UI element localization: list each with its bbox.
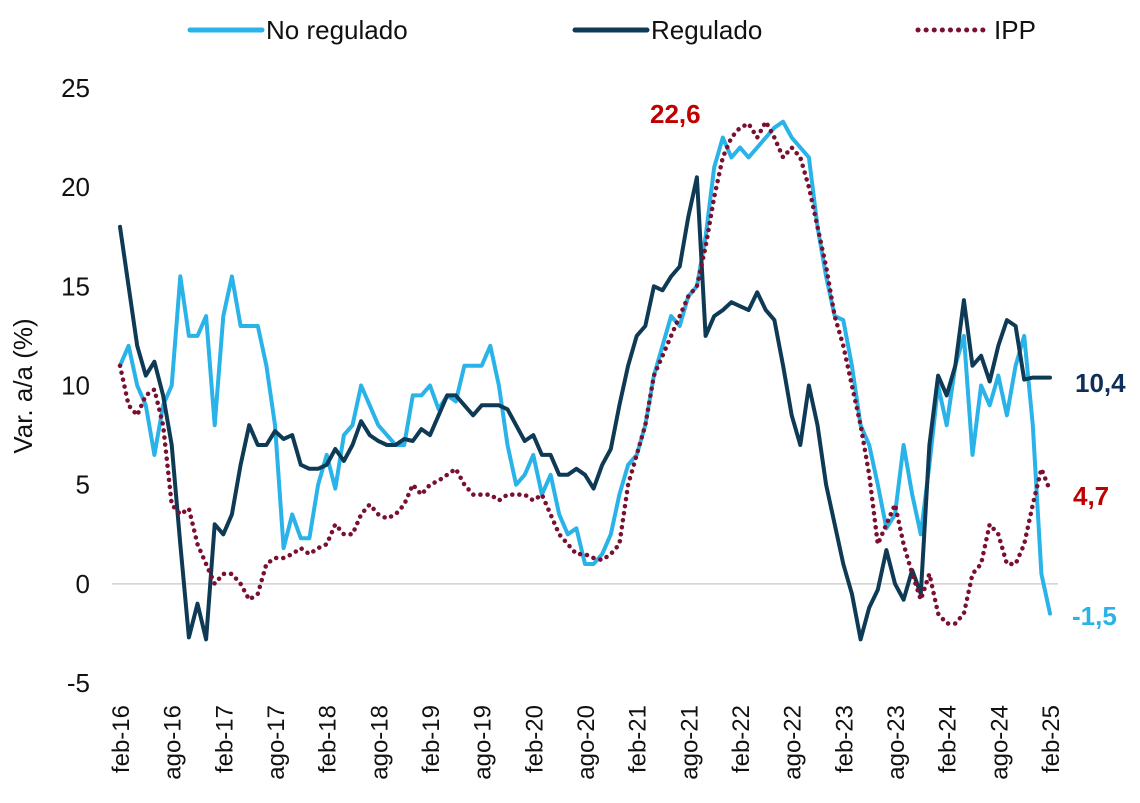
y-tick-label: 25 — [61, 73, 90, 103]
y-tick-label: 20 — [61, 172, 90, 202]
x-tick-label: ago-16 — [160, 705, 187, 780]
legend-label: No regulado — [266, 15, 408, 45]
annotation: 4,7 — [1073, 481, 1109, 511]
y-tick-label: -5 — [67, 668, 90, 698]
legend-label: Regulado — [651, 15, 762, 45]
annotation: -1,5 — [1072, 601, 1117, 631]
y-tick-label: 0 — [76, 569, 90, 599]
x-tick-label: ago-19 — [470, 705, 497, 780]
series-line — [117, 119, 1053, 626]
y-tick-label: 15 — [61, 271, 90, 301]
x-tick-label: feb-20 — [521, 705, 548, 773]
x-tick-label: feb-19 — [418, 705, 445, 773]
x-tick-label: feb-16 — [108, 705, 135, 773]
legend-label: IPP — [994, 15, 1036, 45]
series-line — [118, 119, 1052, 616]
x-tick-label: feb-21 — [625, 705, 652, 773]
x-tick-label: feb-18 — [315, 705, 342, 773]
y-tick-label: 5 — [76, 470, 90, 500]
x-tick-label: feb-22 — [728, 705, 755, 773]
x-tick-label: feb-17 — [211, 705, 238, 773]
x-tick-label: ago-20 — [573, 705, 600, 780]
annotation: 10,4 — [1075, 368, 1126, 398]
x-tick-label: feb-24 — [935, 705, 962, 773]
y-axis-label: Var. a/a (%) — [8, 318, 38, 453]
series-line — [118, 175, 1052, 642]
annotation: 22,6 — [650, 99, 701, 129]
x-tick-label: feb-25 — [1038, 705, 1065, 773]
x-tick-label: ago-18 — [366, 705, 393, 780]
x-tick-label: ago-22 — [780, 705, 807, 780]
y-tick-label: 10 — [61, 371, 90, 401]
x-tick-label: feb-23 — [831, 705, 858, 773]
x-tick-label: ago-24 — [986, 705, 1013, 780]
x-tick-label: ago-23 — [883, 705, 910, 780]
x-tick-label: ago-21 — [676, 705, 703, 780]
x-tick-label: ago-17 — [263, 705, 290, 780]
